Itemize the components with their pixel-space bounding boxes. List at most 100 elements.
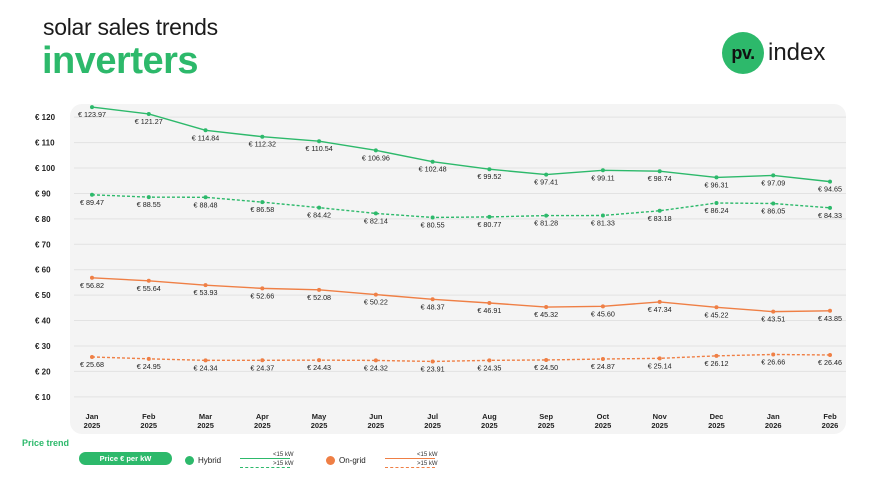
data-label: € 48.37: [421, 302, 445, 311]
legend-hybrid-gt15: >15 kW: [273, 461, 294, 467]
data-point: [771, 309, 776, 314]
x-tick-year: 2025: [708, 421, 725, 430]
data-point: [90, 354, 94, 359]
data-label: € 43.85: [818, 314, 842, 323]
y-tick-label: € 120: [35, 113, 56, 122]
data-point: [771, 352, 776, 357]
data-label: € 86.58: [250, 205, 274, 214]
data-label: € 97.09: [761, 178, 785, 187]
x-tick-month: Feb: [142, 412, 156, 421]
data-label: € 81.28: [534, 219, 558, 228]
data-point: [373, 148, 378, 153]
data-label: € 56.82: [80, 281, 104, 290]
data-label: € 97.41: [534, 178, 558, 187]
data-point: [430, 159, 435, 164]
data-point: [544, 305, 549, 310]
data-label: € 24.43: [307, 363, 331, 372]
data-label: € 123.97: [78, 110, 106, 119]
data-point: [657, 356, 662, 361]
data-label: € 24.35: [477, 363, 501, 372]
data-label: € 50.22: [364, 298, 388, 307]
y-tick-label: € 10: [35, 393, 51, 402]
data-point: [544, 213, 549, 218]
x-tick-year: 2026: [765, 421, 782, 430]
legend-pill: Price € per kW: [79, 452, 172, 465]
x-tick-month: Nov: [653, 412, 668, 421]
x-tick-month: Sep: [539, 412, 553, 421]
data-label: € 25.68: [80, 360, 104, 369]
data-point: [771, 201, 776, 206]
legend-ongrid-dashed-line: [385, 467, 435, 468]
legend-hybrid-label: Hybrid: [198, 456, 222, 465]
x-tick-year: 2025: [311, 421, 328, 430]
data-label: € 96.31: [704, 180, 728, 189]
data-point: [260, 134, 265, 139]
data-point: [657, 169, 662, 174]
data-point: [260, 286, 265, 291]
data-label: € 24.95: [137, 362, 161, 371]
x-tick-month: Apr: [256, 412, 269, 421]
data-point: [714, 353, 719, 358]
data-label: € 25.14: [648, 361, 672, 370]
data-label: € 84.33: [818, 211, 842, 220]
y-tick-label: € 60: [35, 266, 51, 275]
data-label: € 106.96: [362, 153, 390, 162]
series-line: [91, 106, 831, 183]
x-tick-year: 2025: [595, 421, 612, 430]
data-point: [203, 195, 208, 200]
data-point: [714, 305, 719, 310]
y-tick-label: € 50: [35, 291, 51, 300]
data-point: [203, 283, 208, 288]
data-point: [90, 105, 94, 110]
data-label: € 94.65: [818, 185, 842, 194]
data-label: € 112.32: [249, 140, 276, 149]
data-point: [657, 299, 662, 304]
x-tick-year: 2025: [368, 421, 385, 430]
data-point: [487, 167, 492, 172]
data-point: [828, 352, 832, 357]
x-tick-month: Jun: [369, 412, 383, 421]
data-point: [714, 201, 719, 205]
data-point: [373, 292, 378, 297]
data-point: [600, 168, 605, 173]
data-label: € 24.32: [364, 363, 388, 372]
x-tick-month: Oct: [597, 412, 610, 421]
data-label: € 52.08: [307, 293, 331, 302]
data-point: [714, 175, 719, 180]
x-tick-year: 2025: [651, 421, 668, 430]
data-label: € 86.24: [704, 206, 728, 215]
data-point: [544, 357, 549, 362]
data-point: [373, 211, 378, 216]
x-tick-year: 2025: [424, 421, 441, 430]
data-label: € 43.51: [761, 315, 785, 324]
y-tick-label: € 40: [35, 317, 51, 326]
y-tick-label: € 110: [35, 139, 55, 148]
legend-ongrid-label: On-grid: [339, 456, 366, 465]
data-point: [430, 215, 435, 220]
x-tick-month: Jul: [427, 412, 438, 421]
data-label: € 46.91: [477, 306, 501, 315]
x-tick-month: Feb: [823, 412, 837, 421]
data-point: [600, 304, 605, 309]
x-tick-year: 2025: [140, 421, 157, 430]
data-point: [146, 111, 151, 116]
data-label: € 88.48: [194, 200, 218, 209]
data-point: [771, 173, 776, 178]
legend-hybrid-solid-line: [240, 458, 290, 459]
logo-badge: pv.: [722, 32, 764, 74]
x-tick-year: 2026: [822, 421, 839, 430]
data-point: [146, 195, 151, 200]
x-tick-year: 2025: [254, 421, 271, 430]
data-label: € 89.47: [80, 198, 104, 207]
data-point: [373, 358, 378, 363]
data-label: € 80.55: [421, 220, 445, 229]
data-point: [430, 297, 435, 302]
series-line: [91, 277, 831, 313]
data-label: € 88.55: [137, 200, 161, 209]
data-label: € 45.60: [591, 309, 615, 318]
logo-text: index: [768, 39, 826, 66]
y-tick-label: € 80: [35, 215, 51, 224]
y-tick-label: € 90: [35, 189, 51, 198]
data-point: [317, 139, 322, 144]
